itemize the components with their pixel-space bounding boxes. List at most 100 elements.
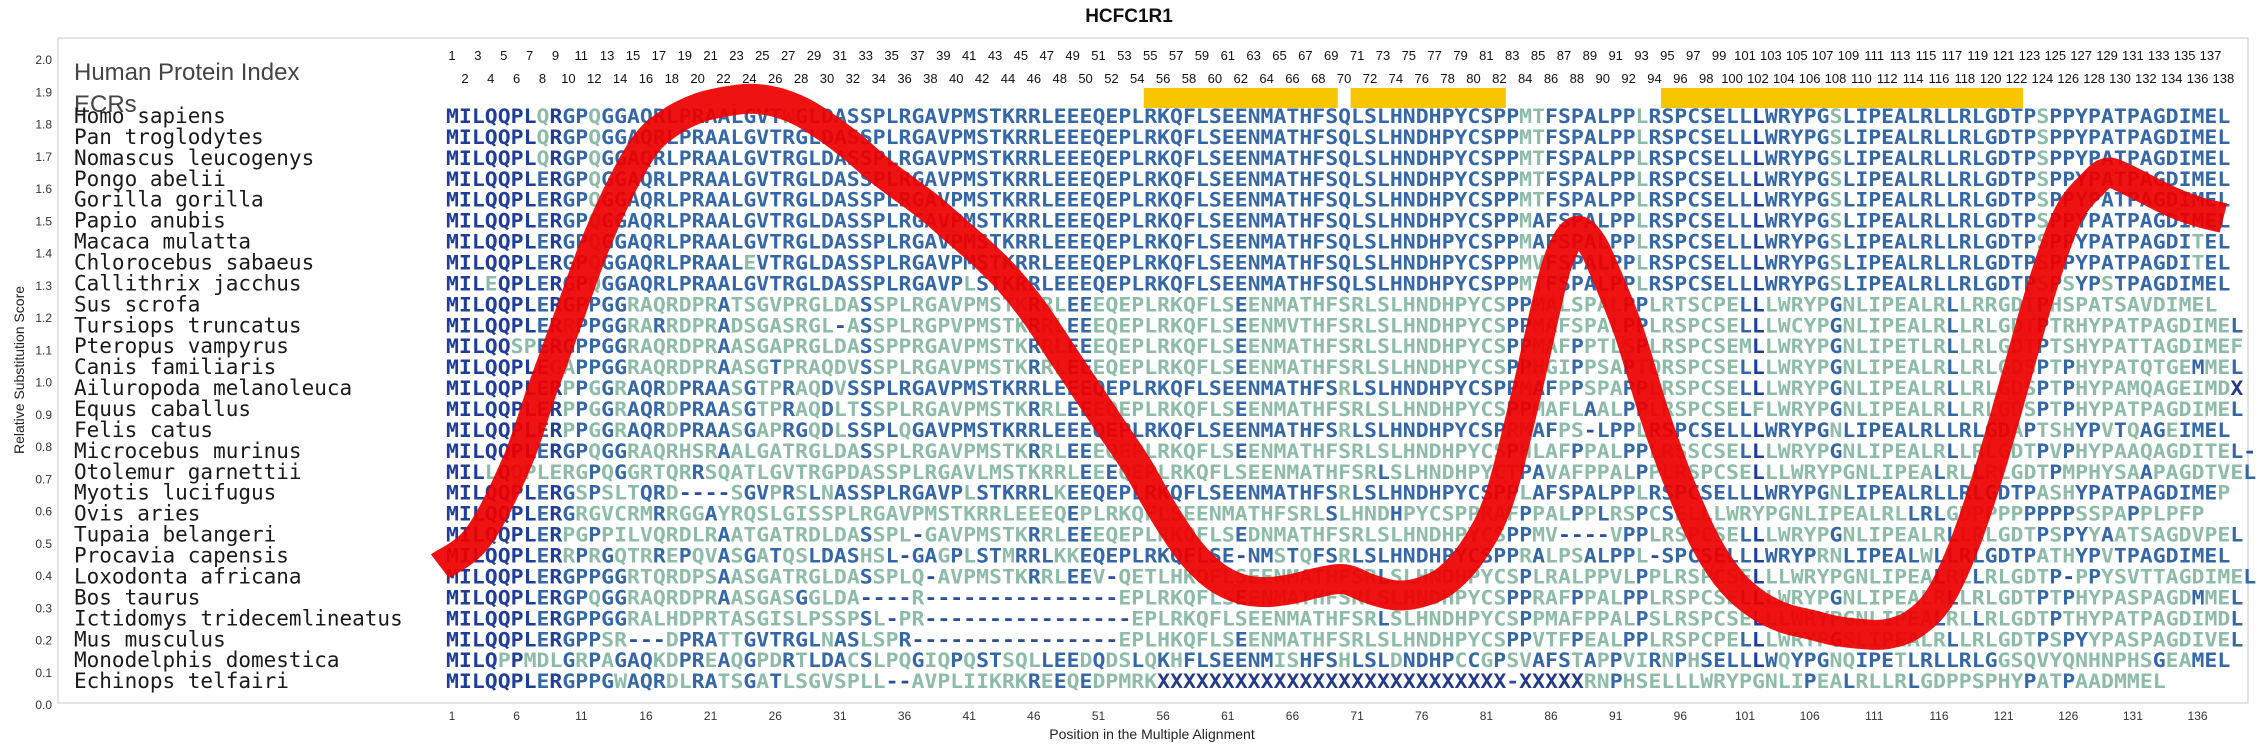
species-label: Mus musculus	[74, 627, 226, 651]
x-tick-label: 66	[1286, 709, 1300, 723]
index-number: 77	[1427, 48, 1441, 63]
species-label: Pongo abelii	[74, 167, 226, 191]
index-number: 86	[1544, 71, 1558, 86]
x-ticks: 1 6 11 16 21 26 31 36 41 46 51 56 61 66 71 76 81 86 91 96 10…	[449, 709, 2208, 723]
x-tick-label: 6	[513, 709, 520, 723]
sequence-alignment: MILQQPLQRGPQGGAQRLPRAALGVTWGLDASSPLRGAVP…	[446, 105, 2256, 693]
index-number: 110	[1851, 71, 1872, 86]
y-tick-label: 1.0	[35, 376, 52, 390]
sequence-row: MILQQPLERGPQGGAQRLPRAALGVTRGLDASSPLRGAVP…	[446, 210, 2230, 233]
index-number: 23	[729, 48, 743, 63]
index-number: 57	[1169, 48, 1183, 63]
sequence-row: MILQQPLERGPQGGAQRLPRAALGVTRGLDASSPLRGAVP…	[446, 189, 2230, 212]
y-tick-label: 1.7	[35, 150, 52, 164]
index-number: 127	[2070, 48, 2092, 63]
index-number: 28	[794, 71, 808, 86]
x-tick-label: 26	[769, 709, 783, 723]
species-label: Tursiops truncatus	[74, 313, 302, 337]
x-tick-label: 81	[1480, 709, 1494, 723]
x-tick-label: 41	[963, 709, 977, 723]
y-tick-label: 0.8	[35, 440, 52, 454]
index-number: 52	[1104, 71, 1118, 86]
sequence-row: MILQQPLERGPPGGRAQRDPRATSGVPRGLDASSPLRGAV…	[446, 293, 2217, 316]
y-tick-label: 1.5	[35, 214, 52, 228]
index-number: 44	[1001, 71, 1015, 86]
index-number: 89	[1583, 48, 1597, 63]
index-number: 118	[1954, 71, 1975, 86]
sequence-row: MILQQPLERRPRGQTRREPQVASGATQSLDASHSL-GAGP…	[446, 545, 2230, 568]
index-number: 5	[500, 48, 507, 63]
index-number: 134	[2161, 71, 2183, 86]
index-number: 33	[859, 48, 873, 63]
index-number: 4	[487, 71, 494, 86]
index-number: 38	[923, 71, 937, 86]
index-number: 122	[2006, 71, 2028, 86]
index-number: 79	[1453, 48, 1467, 63]
index-number: 9	[552, 48, 559, 63]
y-tick-label: 1.9	[35, 85, 52, 99]
x-tick-label: 61	[1221, 709, 1235, 723]
index-number: 27	[781, 48, 795, 63]
index-number: 36	[897, 71, 911, 86]
y-tick-label: 1.4	[35, 247, 52, 261]
sequence-row: MILQQPLQRGPQGGAQRLPRAALGVTRGLDASSPLRGAVP…	[446, 147, 2230, 170]
index-number: 137	[2200, 48, 2222, 63]
index-number: 98	[1699, 71, 1713, 86]
sequence-row: MILQQPLERPPGGRAQRDPRAASGTPRAQDVSSPLRGAVP…	[446, 377, 2243, 400]
index-number: 51	[1091, 48, 1105, 63]
species-label: Canis familiaris	[74, 355, 276, 379]
y-tick-label: 0.1	[35, 666, 52, 680]
x-tick-label: 131	[2123, 709, 2143, 723]
index-number: 85	[1531, 48, 1545, 63]
x-tick-label: 21	[704, 709, 718, 723]
ecrs-label: ECRs	[74, 91, 137, 118]
sequence-row: MILEQPLERGPQGGAQRLPRAALGVTRGLDASSPLRGAVP…	[446, 272, 2230, 295]
index-number: 48	[1052, 71, 1066, 86]
sequence-row: MILQQPLERPPGGRAQRDPRAASGTPRAQDLTSSPLRGAV…	[446, 398, 2243, 421]
index-number: 41	[962, 48, 976, 63]
index-number: 88	[1570, 71, 1584, 86]
index-number: 76	[1415, 71, 1429, 86]
index-number: 97	[1686, 48, 1700, 63]
species-label: Ailuropoda melanoleuca	[74, 376, 352, 400]
index-number: 35	[884, 48, 898, 63]
index-number: 104	[1773, 71, 1795, 86]
sequence-row: MILQQPLERGPQGGAQRLPRAALGVTRGLDASSPLRGAVP…	[446, 231, 2230, 254]
ecr-bar	[1143, 88, 1338, 108]
index-number: 49	[1065, 48, 1079, 63]
index-number: 25	[755, 48, 769, 63]
index-number: 83	[1505, 48, 1519, 63]
x-tick-label: 36	[898, 709, 912, 723]
index-number: 67	[1298, 48, 1312, 63]
index-number: 2	[461, 71, 468, 86]
y-tick-label: 1.6	[35, 182, 52, 196]
index-number: 54	[1130, 71, 1144, 86]
index-number: 18	[665, 71, 679, 86]
species-label: Ovis aries	[74, 502, 200, 526]
y-tick-label: 0.2	[35, 634, 52, 648]
x-tick-label: 71	[1350, 709, 1364, 723]
index-number: 78	[1440, 71, 1454, 86]
top-index-numbers: 1234567891011121314151617181920212223242…	[448, 48, 2234, 86]
index-number: 37	[910, 48, 924, 63]
index-number: 138	[2213, 71, 2235, 86]
sequence-row: MILQQPLERGPQGGRAQRHSRAALGATRGLDASSPLRGAV…	[446, 440, 2256, 463]
x-tick-label: 51	[1092, 709, 1106, 723]
index-number: 90	[1596, 71, 1610, 86]
index-number: 61	[1221, 48, 1235, 63]
index-number: 108	[1825, 71, 1847, 86]
index-number: 94	[1647, 71, 1661, 86]
x-tick-label: 56	[1156, 709, 1170, 723]
index-number: 84	[1518, 71, 1532, 86]
y-tick-label: 1.3	[35, 279, 52, 293]
species-label: Equus caballus	[74, 397, 251, 421]
index-number: 130	[2109, 71, 2131, 86]
species-label: Bos taurus	[74, 585, 200, 609]
sequence-row: MILQQPLERGPPGGRALHDPRTASGISLPSSPSL-PR---…	[446, 607, 2243, 630]
index-number: 32	[846, 71, 860, 86]
index-number: 47	[1040, 48, 1054, 63]
index-number: 42	[975, 71, 989, 86]
sequence-row: MILQQPLQRGPQGGAQRLPRAALGVTRGLDASSPLRGAVP…	[446, 126, 2230, 149]
index-number: 16	[639, 71, 653, 86]
